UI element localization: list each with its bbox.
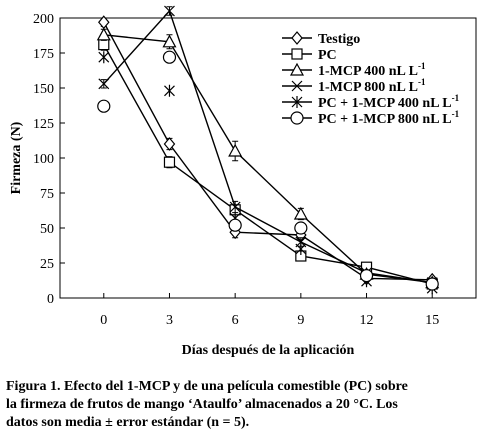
data-point [97, 99, 111, 113]
data-point [228, 143, 243, 157]
data-point [98, 38, 110, 51]
series-line [103, 21, 433, 281]
y-tick-label: 75 [40, 187, 54, 202]
y-tick-label: 50 [40, 222, 54, 237]
legend-entry-2: PC [282, 48, 337, 63]
y-tick-label: 0 [47, 292, 54, 307]
data-point [96, 27, 111, 41]
y-axis-title: Firmeza (N) [9, 121, 24, 194]
legend-entry-6: PC + 1-MCP 800 nL L-1 [282, 109, 460, 127]
x-tick-label: 0 [100, 313, 107, 328]
caption-line-2: la firmeza de frutos de mango ‘Ataulfo’ … [6, 397, 398, 412]
legend-marker [291, 48, 303, 60]
data-point [164, 5, 175, 17]
data-point [98, 78, 110, 90]
legend-label: PC + 1-MCP 800 nL L-1 [318, 109, 460, 127]
legend-label: 1-MCP 400 nL L-1 [318, 61, 426, 79]
series-line [103, 44, 433, 285]
data-point [228, 218, 242, 232]
legend-entry-4: 1-MCP 800 nL L-1 [282, 77, 426, 95]
legend-entry-3: 1-MCP 400 nL L-1 [282, 61, 426, 79]
x-tick-label: 12 [360, 313, 374, 328]
legend-marker [289, 62, 305, 76]
plot-frame [59, 17, 477, 299]
data-point [98, 51, 110, 64]
data-point [163, 137, 176, 151]
legend-label: Testigo [318, 32, 360, 47]
legend-marker [291, 80, 303, 92]
legend-marker [291, 96, 303, 108]
x-tick-label: 9 [297, 313, 304, 328]
series-6 [97, 50, 439, 291]
y-tick-label: 125 [33, 117, 54, 132]
firmness-line-chart: 0 25 50 75 100 125 150 175 200 0 3 6 9 12 15 Días despu… [9, 5, 477, 358]
data-point [229, 201, 241, 213]
caption-line-3: datos son media ± error estándar (n = 5)… [6, 415, 250, 430]
legend-marker [291, 31, 303, 45]
y-tick-label: 175 [33, 47, 54, 62]
series-line [103, 9, 433, 284]
data-point [293, 206, 308, 220]
legend-label: PC [318, 48, 337, 63]
y-tick-label: 100 [33, 152, 54, 167]
data-point [163, 156, 176, 168]
data-point [425, 277, 439, 291]
data-point [294, 221, 308, 235]
legend-marker [290, 111, 304, 125]
data-point [359, 269, 374, 283]
figure-caption: Figura 1. Efecto del 1-MCP y de una pelí… [6, 378, 490, 432]
data-point [162, 50, 177, 64]
x-axis-title: Días después de la aplicación [182, 343, 355, 358]
y-tick-label: 150 [33, 82, 54, 97]
series-1 [98, 15, 438, 287]
series-4 [98, 5, 438, 289]
legend-entry-1: Testigo [282, 31, 360, 47]
y-tick-label: 25 [40, 257, 54, 272]
x-tick-label: 3 [166, 313, 173, 328]
legend-label: 1-MCP 800 nL L-1 [318, 77, 426, 95]
series-line [103, 34, 433, 284]
caption-line-1: Figura 1. Efecto del 1-MCP y de una pelí… [6, 379, 408, 394]
legend-label: PC + 1-MCP 400 nL L-1 [318, 93, 460, 111]
legend-entry-5: PC + 1-MCP 400 nL L-1 [282, 93, 460, 111]
y-tick-label: 200 [33, 12, 54, 27]
data-point [295, 243, 307, 255]
data-point [164, 84, 175, 97]
data-point [162, 34, 177, 48]
x-tick-label: 15 [425, 313, 439, 328]
x-tick-label: 6 [232, 313, 239, 328]
